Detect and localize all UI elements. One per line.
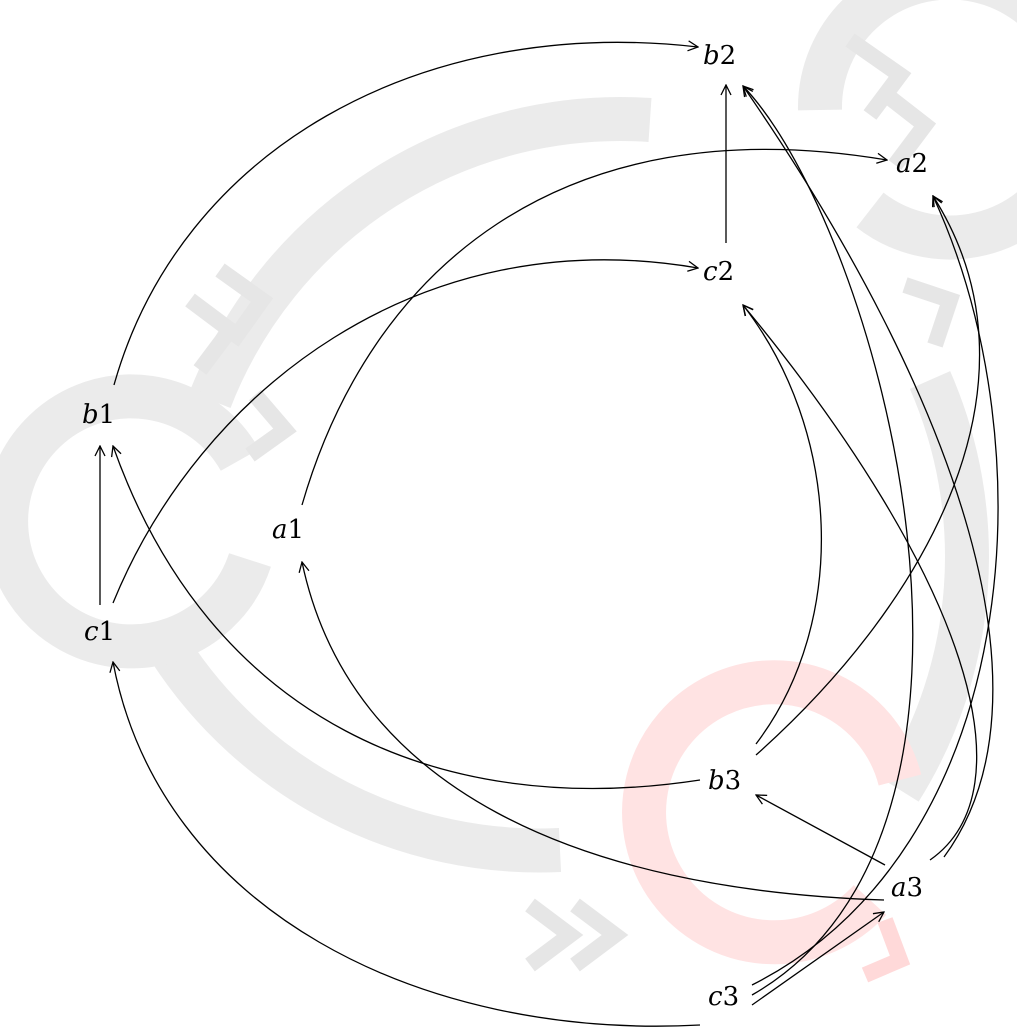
node-c2: c2 xyxy=(703,257,734,287)
ring-chevrons-group-3 xyxy=(525,898,911,983)
cycle-ring-group-2 xyxy=(797,0,1017,260)
node-a1-index: 1 xyxy=(288,515,305,545)
node-a3-variable: a xyxy=(891,873,907,903)
node-b2-index: 2 xyxy=(720,41,737,71)
ring-chevrons-group-1 xyxy=(185,263,297,462)
edge-b3-b1 xyxy=(113,446,701,790)
node-b3-variable: b xyxy=(708,766,725,796)
edge-c3-c1 xyxy=(113,662,701,1027)
outer-cycle-arc-right xyxy=(881,371,989,802)
edge-a3-c2 xyxy=(743,305,978,861)
edge-c3-a3 xyxy=(751,912,884,1006)
node-c1-index: 1 xyxy=(99,617,116,647)
node-b2: b2 xyxy=(703,41,736,71)
node-c3: c3 xyxy=(708,982,739,1012)
node-b3-index: 3 xyxy=(725,766,742,796)
node-c3-index: 3 xyxy=(723,982,740,1012)
outer-cycle-arc-bottom xyxy=(151,638,562,873)
node-c1-variable: c xyxy=(84,617,99,647)
edge-b3-c2 xyxy=(743,305,823,745)
node-c2-index: 2 xyxy=(718,257,735,287)
edges xyxy=(100,42,999,1027)
node-b1-index: 1 xyxy=(99,400,116,430)
node-b1: b1 xyxy=(82,400,115,430)
node-a3-index: 3 xyxy=(907,873,924,903)
ring-chevrons-group-2 xyxy=(845,33,961,348)
node-a2-index: 2 xyxy=(912,149,929,179)
node-a2-variable: a xyxy=(896,149,912,179)
node-a3: a3 xyxy=(891,873,923,903)
node-a2: a2 xyxy=(896,149,928,179)
edge-b3-a2 xyxy=(755,196,981,756)
edge-c3-b2 xyxy=(743,86,914,996)
cycle-ring-group-1 xyxy=(0,374,271,669)
edge-a3-b3 xyxy=(756,795,886,866)
node-b3: b3 xyxy=(708,766,741,796)
cycle-ring-group-3 xyxy=(622,660,922,965)
outer-cycle-arc-top xyxy=(189,97,652,408)
node-a1-variable: a xyxy=(272,515,288,545)
node-a1: a1 xyxy=(272,515,304,545)
node-b2-variable: b xyxy=(703,41,720,71)
edge-c1-c2 xyxy=(112,259,698,604)
edge-a1-a2 xyxy=(301,148,887,506)
node-c1: c1 xyxy=(84,617,115,647)
background-cycle-rings xyxy=(0,0,1017,983)
node-c3-variable: c xyxy=(708,982,723,1012)
edge-c3-a2 xyxy=(751,196,999,986)
nodes: b2 a2 c2 b1 a1 c1 b3 a3 c3 xyxy=(82,41,928,1012)
node-b1-variable: b xyxy=(82,400,99,430)
node-c2-variable: c xyxy=(703,257,718,287)
edge-a3-a1 xyxy=(302,562,885,901)
edge-b1-b2 xyxy=(113,42,698,386)
edge-a3-b2 xyxy=(743,86,994,858)
